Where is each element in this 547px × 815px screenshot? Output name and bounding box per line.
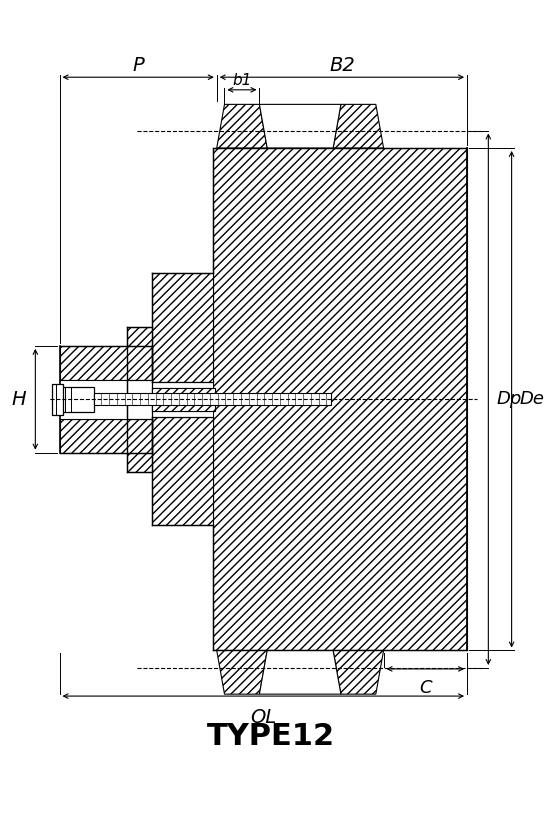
Bar: [60, 380, 152, 419]
Text: De: De: [520, 390, 544, 408]
Polygon shape: [333, 650, 383, 694]
Text: P: P: [132, 56, 144, 75]
Bar: [152, 381, 213, 416]
Bar: [60, 346, 152, 380]
Bar: [94, 394, 331, 405]
Polygon shape: [217, 104, 267, 148]
Polygon shape: [213, 148, 467, 650]
Bar: [152, 388, 215, 411]
Text: B2: B2: [329, 56, 355, 75]
Bar: [52, 384, 63, 415]
Bar: [127, 380, 152, 419]
Bar: [127, 399, 152, 472]
Polygon shape: [259, 650, 341, 694]
Polygon shape: [217, 650, 267, 694]
Bar: [152, 416, 213, 526]
Text: TYPE12: TYPE12: [207, 722, 335, 751]
Text: H: H: [11, 390, 26, 409]
Bar: [152, 273, 213, 381]
Bar: [127, 327, 152, 399]
Bar: [60, 419, 152, 452]
Text: b1: b1: [232, 73, 252, 88]
Bar: [152, 388, 215, 411]
Text: OL: OL: [250, 707, 276, 727]
Text: Dp: Dp: [496, 390, 521, 408]
Polygon shape: [259, 104, 341, 148]
Polygon shape: [333, 104, 383, 148]
Text: C: C: [419, 679, 432, 697]
Bar: [60, 386, 94, 412]
